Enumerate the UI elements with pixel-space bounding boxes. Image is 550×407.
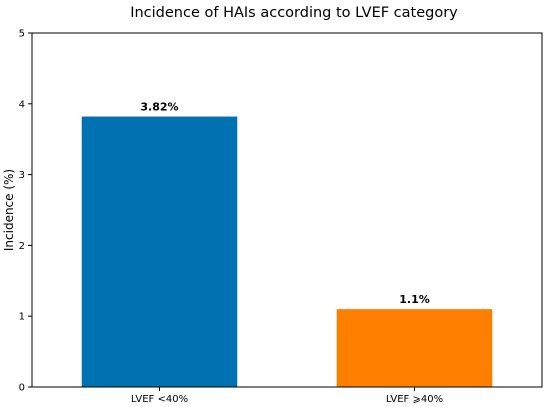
x-tick-label: LVEF ⩾40% [386, 394, 443, 405]
y-tick-label: 3 [19, 170, 25, 181]
y-tick-label: 4 [19, 99, 25, 110]
y-tick-label: 5 [19, 29, 25, 40]
plot-frame [31, 32, 543, 388]
y-tick-label: 0 [19, 383, 25, 394]
y-axis: 0 1 2 3 4 5 [19, 29, 32, 394]
bar-value-label: 3.82% [140, 101, 178, 114]
bar [81, 116, 238, 387]
chart-title: Incidence of HAIs according to LVEF cate… [130, 5, 458, 21]
bars: 3.82% 1.1% [81, 101, 493, 387]
y-tick-label: 2 [19, 241, 25, 252]
bar [336, 309, 493, 387]
x-tick-label: LVEF <40% [131, 394, 188, 405]
bar-value-label: 1.1% [399, 293, 430, 306]
y-axis-label: Incidence (%) [2, 169, 16, 251]
y-tick-label: 1 [19, 312, 25, 323]
x-axis: LVEF <40% LVEF ⩾40% [131, 387, 443, 405]
